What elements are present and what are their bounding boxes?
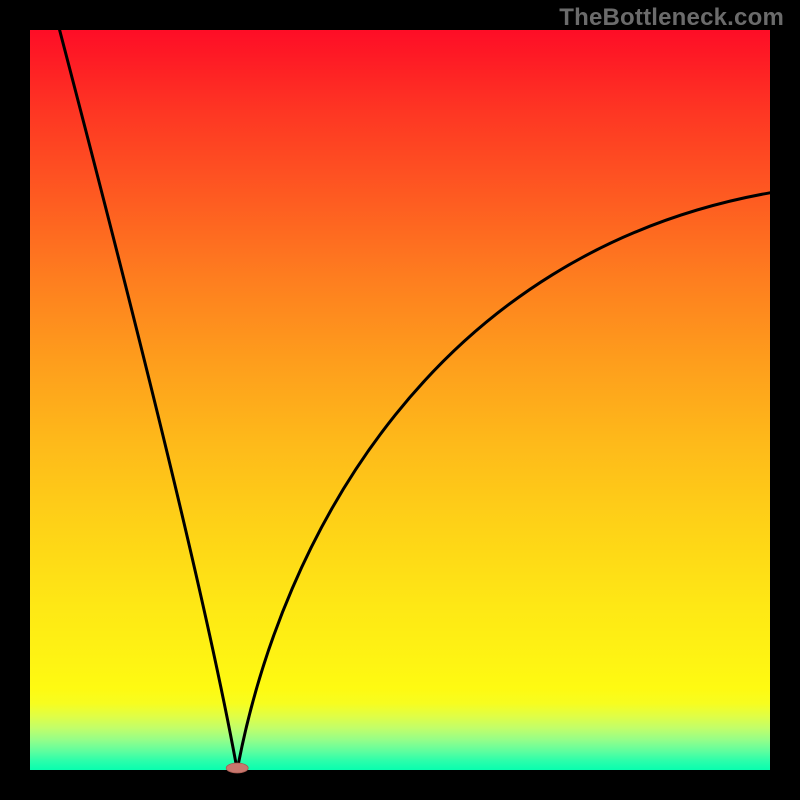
apex-marker — [226, 763, 248, 773]
bottleneck-chart — [0, 0, 800, 800]
plot-background — [30, 30, 770, 770]
watermark-label: TheBottleneck.com — [559, 4, 784, 32]
chart-stage: TheBottleneck.com — [0, 0, 800, 800]
